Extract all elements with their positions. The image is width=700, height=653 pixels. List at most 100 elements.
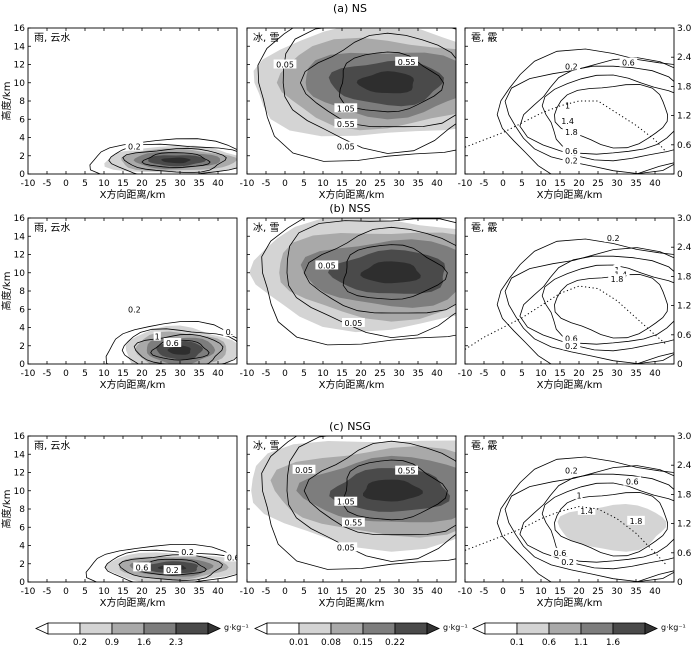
x-tick-label: 15 [117, 179, 128, 189]
x-tick-label: 40 [431, 179, 443, 189]
y2-tick-label: 1.8 [677, 82, 692, 92]
colorbar-unit: g·kg⁻¹ [443, 623, 468, 632]
contour-label-bg [334, 141, 358, 151]
shaded-level-5 [161, 157, 191, 164]
contour-line-3 [519, 473, 674, 570]
contour-line-3 [303, 440, 456, 536]
row-title: (a) NS [333, 2, 367, 15]
contour-line-2 [108, 143, 237, 174]
colorbar-segment [330, 622, 364, 635]
colorbar-segment [143, 622, 177, 635]
contour-line-2 [104, 549, 237, 582]
panel-r3-c3: 0.20.611.41.80.60.2雹, 霰-10 -5 0 5 10 15 20 25 30… [458, 432, 700, 609]
panel-r2-c2: 0.05 0.05 冰, 雪 -10 -5 0 5 10 15 20 25 30 35 40 X方向距离/k… [240, 217, 457, 391]
contour-label: 1.05 [337, 498, 355, 507]
contour-label: 0.6 [166, 339, 179, 348]
x-tick-label: 5 [82, 369, 88, 379]
colorbar-tick-label: 0.01 [289, 638, 309, 648]
panel-label: 冰, 雪 [253, 221, 279, 234]
panel-r1-c1: 0.2 雨, 云水 -10 -5 0 5 10 15 20 25 30 35 40 X方向距离/km 0 2 4… [0, 24, 238, 201]
contour-label-bg [342, 517, 365, 527]
x-axis-label: X方向距离/km [100, 596, 166, 609]
contour-label: 0.2 [607, 234, 620, 243]
y-tick-label: 12 [14, 251, 25, 261]
contour-line-2 [282, 28, 456, 154]
contour-label-bg [562, 146, 581, 156]
contour-label-bg [562, 333, 581, 343]
contour-label-bg [273, 59, 297, 69]
x-tick-label: 35 [193, 587, 204, 597]
x-tick-label: 20 [355, 179, 367, 189]
contour-label: 0.55 [337, 120, 355, 129]
colorbar-tick-label: 1.6 [606, 638, 621, 648]
contour-label: 0.2 [561, 558, 574, 567]
contour-label-bg [562, 155, 581, 165]
x-tick-label: 15 [554, 369, 565, 379]
colorbar-segment [362, 622, 396, 635]
colorbar-segment [111, 622, 145, 635]
contour-label-bg [315, 260, 339, 270]
contour-label-bg [562, 127, 581, 137]
contour-label-bg [163, 338, 182, 348]
colorbar-segment [612, 622, 646, 635]
x-tick-label: 20 [355, 587, 367, 597]
x-axis-label: X方向距离/km [537, 378, 603, 391]
y-axis-label: 高度/km [0, 490, 13, 529]
y2-tick-label: 0 [677, 578, 683, 588]
colorbar-tick-label: 1.6 [137, 638, 152, 648]
row-title: (c) NSG [329, 420, 371, 433]
colorbar-tick-label: 2.3 [169, 638, 183, 648]
contour-label: 0.05 [295, 466, 313, 475]
x-tick-label: 40 [212, 369, 224, 379]
x-tick-label: 40 [431, 587, 443, 597]
contour-line-1 [496, 48, 674, 174]
y-tick-label: 16 [14, 24, 26, 34]
contour-label-bg [223, 327, 236, 337]
shaded-level-5 [356, 71, 414, 94]
contour-label: 1 [576, 491, 581, 500]
y2-tick-label: 1.2 [677, 520, 691, 530]
contour-label: 1 [565, 102, 570, 111]
contour-label: 0.6 [227, 553, 240, 562]
colorbar-low-arrow [35, 622, 49, 635]
x-tick-label: -5 [43, 369, 52, 379]
x-tick-label: 25 [592, 587, 603, 597]
contour-label-bg [604, 233, 622, 243]
contour-label: 0.6 [554, 549, 567, 558]
row-title: (b) NSS [329, 202, 370, 215]
contour-label-bg [334, 496, 358, 506]
colorbar-segment [580, 622, 614, 635]
y2-tick-label: 3.0 [677, 214, 692, 224]
y2-tick-label: 2.4 [677, 53, 692, 63]
contour-line-3 [122, 147, 227, 174]
x-tick-label: 35 [193, 179, 204, 189]
panel-label: 冰, 雪 [253, 439, 279, 452]
contour-label: 1 [155, 333, 160, 342]
contour-label-bg [342, 317, 365, 327]
contour-label: 0. [226, 328, 234, 337]
y2-tick-label: 3.0 [677, 24, 692, 34]
x-tick-label: 0 [282, 369, 288, 379]
contour-line-4 [141, 152, 211, 169]
x-tick-label: 0 [500, 369, 506, 379]
x-tick-label: -5 [43, 179, 52, 189]
x-tick-label: -10 [21, 369, 36, 379]
colorbar-tick-label: 0.1 [510, 638, 524, 648]
panel-r1-c2: 0.05 0.55 1.05 0.55 0.05 冰, 雪 -10 -5 0 5 10 15 20 25 3… [240, 27, 457, 201]
contour-line-4 [541, 264, 674, 345]
contour-label-bg [619, 57, 638, 67]
x-tick-label: 10 [317, 587, 329, 597]
y-tick-label: 10 [14, 487, 26, 497]
x-axis-label: X方向距离/km [537, 596, 603, 609]
colorbar-tick-label: 1.1 [574, 638, 588, 648]
x-tick-label: 35 [630, 587, 641, 597]
contour-line-5 [554, 492, 669, 557]
colorbar-1: 0.2 0.9 1.6 2.3 g·kg⁻¹ [35, 622, 249, 648]
x-tick-label: 10 [317, 179, 329, 189]
contour-line-3 [303, 226, 456, 314]
contour-label-bg [153, 331, 161, 341]
contour-label: 1.8 [565, 128, 578, 137]
x-tick-label: 40 [212, 179, 224, 189]
x-tick-label: 35 [412, 587, 423, 597]
contour-line-2 [504, 247, 674, 364]
